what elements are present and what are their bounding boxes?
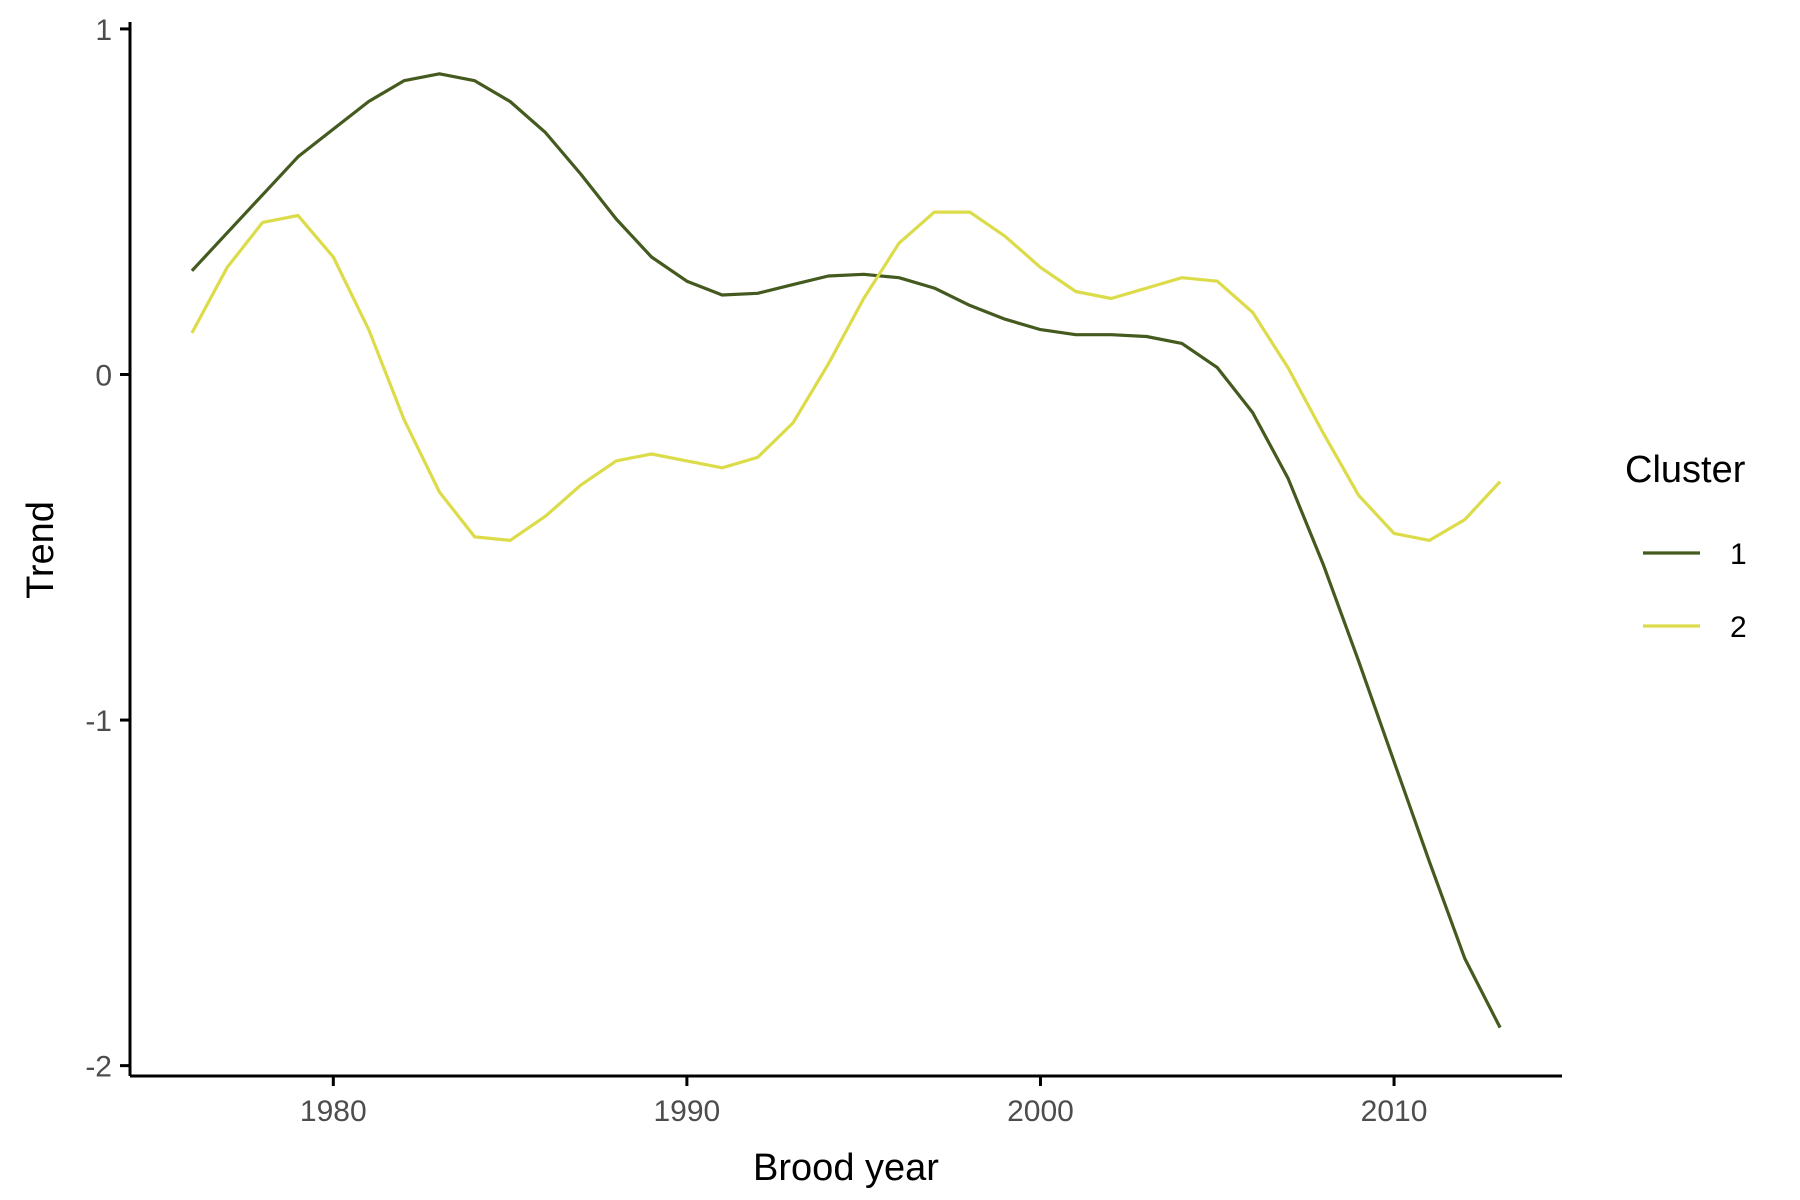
legend-items: 12 (1643, 538, 1747, 644)
y-tick-label: 0 (95, 359, 112, 392)
legend-label: 2 (1730, 611, 1747, 644)
y-axis-title: Trend (20, 501, 62, 599)
x-tick-label: 2010 (1361, 1095, 1428, 1128)
x-tick-label: 2000 (1007, 1095, 1074, 1128)
y-tick-label: -2 (85, 1051, 112, 1084)
legend: Cluster 12 (1625, 449, 1747, 644)
legend-item-cluster-1: 1 (1643, 538, 1747, 571)
series-lines (190, 72, 1502, 1029)
x-tick-label: 1990 (654, 1095, 721, 1128)
legend-item-cluster-2: 2 (1643, 611, 1747, 644)
series-line-cluster-2 (190, 210, 1502, 543)
y-tick-label: -1 (85, 705, 112, 738)
x-tick-label: 1980 (300, 1095, 367, 1128)
x-axis-title: Brood year (753, 1147, 939, 1189)
legend-title: Cluster (1625, 449, 1746, 491)
legend-label: 1 (1730, 538, 1747, 571)
ticks: 1980 1990 2000 2010 -2 -1 0 1 (85, 14, 1427, 1128)
y-tick-label: 1 (95, 14, 112, 47)
axes (128, 22, 1562, 1078)
series-line-cluster-1 (190, 72, 1502, 1029)
